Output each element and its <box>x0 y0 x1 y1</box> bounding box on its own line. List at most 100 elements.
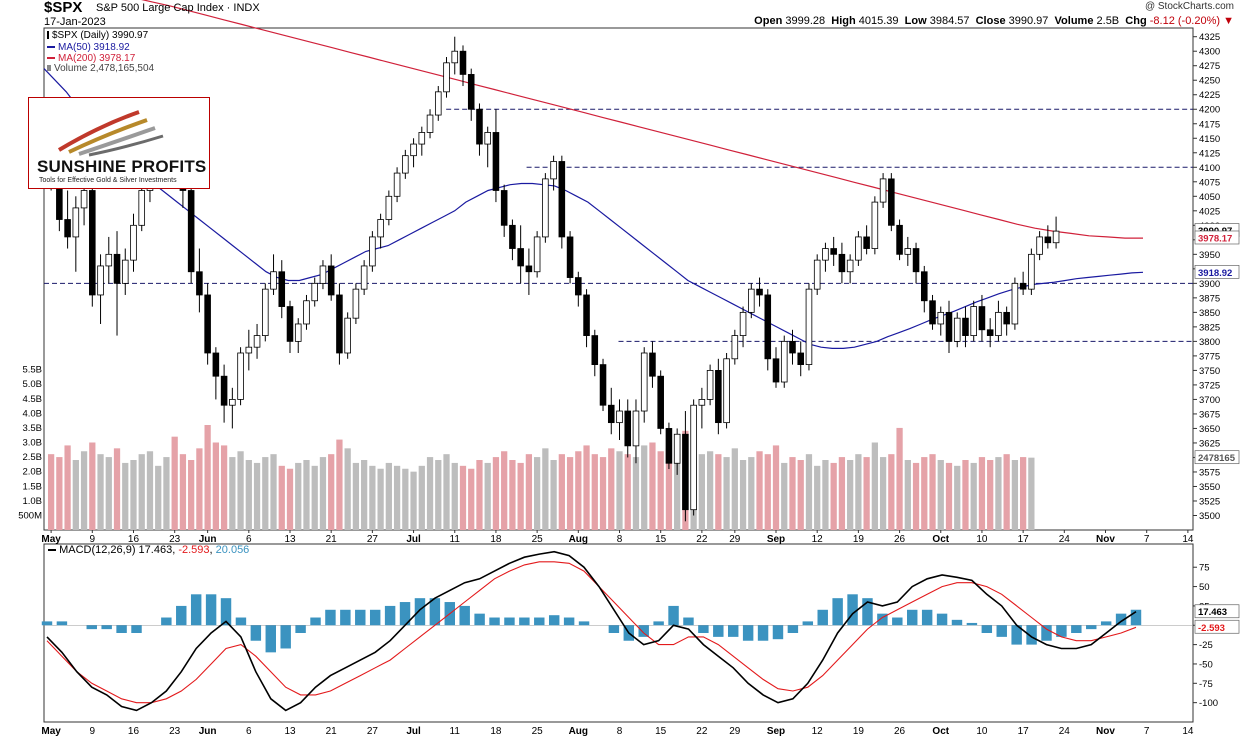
macd-histogram-bar <box>683 617 694 626</box>
macd-histogram-bar <box>355 609 366 626</box>
price-tick-label: 4325 <box>1199 32 1220 43</box>
volume-bar <box>525 454 533 530</box>
candle-body <box>187 190 195 273</box>
macd-histogram-bar <box>862 598 873 626</box>
macd-histogram-bar <box>563 617 575 626</box>
price-tick-label: 4200 <box>1199 105 1220 116</box>
volume-bar <box>1028 457 1035 530</box>
volume-bar <box>1020 457 1027 530</box>
candle-body <box>879 178 887 203</box>
candle-body <box>863 236 870 249</box>
price-tick-label: 4175 <box>1199 119 1220 130</box>
x-tick-label-macd: 15 <box>655 726 667 737</box>
macd-histogram-bar <box>996 625 1007 637</box>
macd-histogram-bar <box>265 625 276 653</box>
volume-bar <box>616 451 623 530</box>
instrument-exchange: INDX <box>233 2 260 14</box>
volume-bar <box>484 462 491 530</box>
candle-body <box>673 433 681 464</box>
instrument-exchange-separator: · <box>223 2 234 14</box>
macd-histogram-bar <box>116 625 127 633</box>
x-tick-label: 25 <box>532 534 544 545</box>
x-tick-label-macd: Nov <box>1096 726 1115 737</box>
candle-body <box>1036 236 1043 255</box>
x-tick-label-macd: 13 <box>284 726 296 737</box>
volume-tick-label: 5.0B <box>22 379 42 390</box>
x-tick-label: Sep <box>767 534 785 545</box>
macd-tick-label: -25 <box>1199 640 1213 651</box>
x-tick-label: 24 <box>1059 534 1071 545</box>
macd-histogram-bar <box>578 621 590 626</box>
x-tick-label: 14 <box>1182 534 1194 545</box>
volume-bar <box>171 436 178 530</box>
x-tick-label: 17 <box>1018 534 1030 545</box>
volume-bar <box>847 460 854 530</box>
volume-bar <box>113 448 121 530</box>
volume-tick-label: 2.0B <box>22 467 42 478</box>
volume-bar <box>921 457 928 530</box>
price-tick-label: 3650 <box>1199 424 1220 435</box>
volume-label: Volume <box>1054 15 1094 27</box>
price-tick-label: 3725 <box>1199 380 1220 391</box>
price-tick-label: 4275 <box>1199 61 1220 72</box>
macd-histogram-bar <box>638 625 649 637</box>
volume-bar <box>599 457 607 530</box>
volume-bar <box>542 448 549 530</box>
price-tick-label: 3525 <box>1199 496 1220 507</box>
macd-histogram-bar <box>698 625 709 633</box>
candle-body <box>443 62 450 93</box>
volume-bar <box>632 457 640 530</box>
volume-bar <box>163 457 170 530</box>
candle-body <box>706 370 714 400</box>
price-tick-label: 4250 <box>1199 76 1220 87</box>
candle-body <box>896 224 903 255</box>
macd-histogram-bar <box>1100 621 1112 626</box>
candle-body <box>1011 282 1019 325</box>
x-tick-label-macd: 14 <box>1182 726 1194 737</box>
ma200-line <box>141 0 1143 239</box>
volume-bar <box>328 454 335 530</box>
candle-body <box>327 265 335 296</box>
candle-body <box>607 404 615 424</box>
candle-body <box>500 190 508 226</box>
macd-tick-label: 75 <box>1199 563 1210 574</box>
volume-bar <box>229 457 236 530</box>
candle-body <box>352 288 360 319</box>
volume-bar <box>937 460 944 530</box>
volume-bar <box>904 460 911 530</box>
candle-body <box>377 219 384 238</box>
volume-bar <box>739 460 747 530</box>
price-tick-label: 3875 <box>1199 293 1220 304</box>
candle-body <box>566 236 574 278</box>
macd-label: MACD(12,26,9) <box>59 544 136 556</box>
chart-instrument-name: S&P 500 Large Cap Index · INDX <box>96 2 260 14</box>
macd-histogram-bar <box>1115 613 1127 626</box>
x-tick-label: 8 <box>617 534 623 545</box>
volume-bar <box>987 460 994 530</box>
volume-bar <box>377 468 384 530</box>
x-tick-label: 26 <box>894 534 906 545</box>
candle-body <box>204 294 211 354</box>
ma50-tag-box <box>1194 265 1240 279</box>
price-tick-label: 3900 <box>1199 279 1220 290</box>
x-tick-label-macd: 6 <box>246 726 252 737</box>
macd-histogram-bar <box>161 617 172 626</box>
volume-bar <box>344 448 351 530</box>
close-value: 3990.97 <box>1008 15 1049 27</box>
volume-bar <box>138 454 145 530</box>
volume-tag: 2478165 <box>1194 450 1240 464</box>
candle-body <box>591 335 599 366</box>
volume-bar <box>583 445 590 530</box>
volume-bar <box>130 460 137 530</box>
x-tick-label-macd: Aug <box>569 726 588 737</box>
candle-body <box>756 288 763 296</box>
logo-swoosh-icon <box>57 110 164 157</box>
candle-body <box>121 259 129 284</box>
volume-bar <box>361 460 368 530</box>
candle-body <box>715 370 722 424</box>
candle-body <box>1003 311 1010 325</box>
x-tick-label-macd: 9 <box>90 726 96 737</box>
x-tick-label-macd: 27 <box>367 726 379 737</box>
candle-body <box>665 428 673 464</box>
x-tick-label-macd: 24 <box>1059 726 1071 737</box>
